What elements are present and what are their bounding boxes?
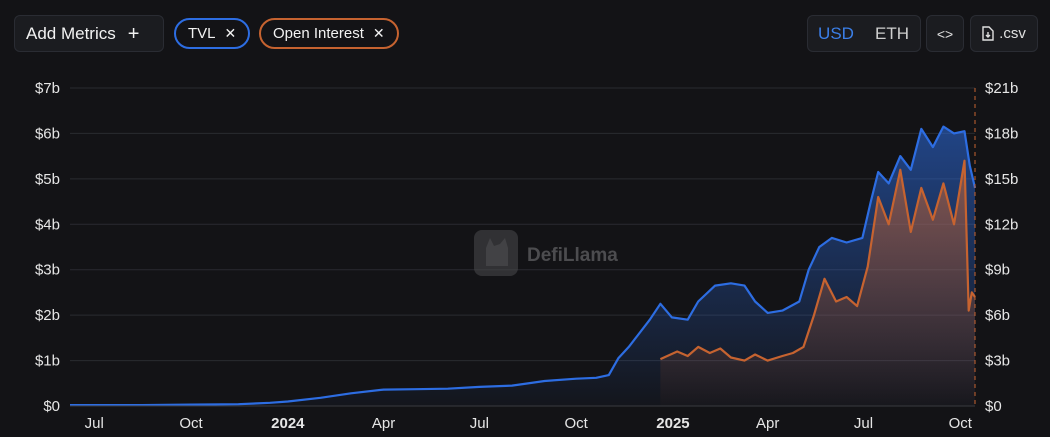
currency-eth-button[interactable]: ETH [875,23,909,43]
y-left-tick-label: $0 [43,398,60,415]
open-interest-line [659,159,976,362]
y-right-tick-label: $21b [985,80,1018,97]
close-icon[interactable]: ✕ [372,25,385,41]
x-tick-label: Jul [85,415,104,432]
watermark: DefiLlama [474,230,618,276]
plus-icon: + [127,22,140,45]
x-tick-label: Oct [564,415,588,432]
chip-open-interest[interactable]: Open Interest ✕ [259,18,399,49]
y-left-tick-label: $1b [35,353,60,370]
y-left-tick-label: $2b [35,307,60,324]
csv-download-button[interactable]: .csv [970,15,1038,52]
tvl-line [70,125,977,407]
x-tick-label: Jul [854,415,873,432]
y-right-tick-label: $9b [985,262,1010,279]
currency-toggle: USD ETH [807,15,921,52]
watermark-text: DefiLlama [527,245,618,266]
x-tick-label: 2025 [656,415,689,432]
axis-labels: $0 $0 $1b $3b $2b $6b $3b $9b $4b $12b $5b $15b $6b $… [35,80,1018,432]
x-tick-label: Oct [949,415,973,432]
y-left-tick-label: $7b [35,80,60,97]
y-right-tick-label: $15b [985,171,1018,188]
y-right-tick-label: $0 [985,398,1002,415]
y-right-tick-label: $3b [985,353,1010,370]
add-metrics-button[interactable]: Add Metrics + [14,15,164,52]
embed-button[interactable]: <> [926,15,964,52]
chip-open-interest-label: Open Interest [273,25,364,42]
file-download-icon [982,26,994,41]
y-left-tick-label: $5b [35,171,60,188]
currency-usd-button[interactable]: USD [818,23,854,43]
y-right-tick-label: $18b [985,125,1018,142]
y-left-tick-label: $3b [35,262,60,279]
chart-toolbar: Add Metrics + TVL ✕ Open Interest ✕ USD … [0,0,1050,66]
y-right-tick-label: $6b [985,307,1010,324]
y-left-tick-label: $4b [35,216,60,233]
series-layer [70,125,977,407]
x-tick-label: Jul [470,415,489,432]
code-icon: <> [936,25,954,42]
x-tick-label: Apr [372,415,395,432]
chip-tvl-label: TVL [188,25,216,42]
grid-lines [70,87,975,362]
y-right-tick-label: $12b [985,216,1018,233]
open-interest-area [660,160,975,406]
csv-label: .csv [999,25,1026,42]
close-icon[interactable]: ✕ [224,25,237,41]
x-tick-label: Oct [179,415,203,432]
tvl-open-interest-chart: DefiLlama $0 $0$1b $3b$2b $6b$3b $9b$4b $12b$… [35,80,1018,432]
x-tick-label: Apr [756,415,779,432]
chip-tvl[interactable]: TVL ✕ [174,18,251,49]
x-tick-label: 2024 [271,415,305,432]
add-metrics-label: Add Metrics [26,23,116,43]
tvl-area [70,126,975,406]
y-left-tick-label: $6b [35,125,60,142]
